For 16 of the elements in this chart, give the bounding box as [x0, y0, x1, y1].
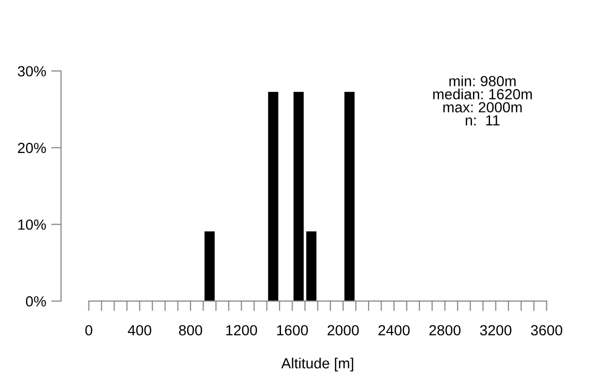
x-axis-title: Altitude [m]	[281, 358, 354, 372]
x-tick-label: 2400	[378, 325, 410, 336]
x-tick-label: 3600	[530, 325, 562, 336]
x-tick-label: 1200	[226, 325, 258, 336]
x-tick-label: 3200	[480, 325, 512, 336]
y-tick-label: 30%	[18, 66, 46, 76]
annotation: min: 980m median: 1620m max: 2000m n: 11	[433, 76, 532, 126]
x-tick-label: 0	[85, 325, 92, 336]
x-tick-label: 1600	[277, 325, 308, 336]
y-tick-label: 0%	[26, 296, 46, 307]
x-tick-label: 2800	[429, 325, 461, 336]
y-tick-label: 10%	[18, 219, 46, 230]
x-tick-label: 800	[179, 325, 202, 336]
y-tick-label: 20%	[18, 142, 46, 154]
x-tick-label: 400	[128, 325, 152, 336]
x-tick-label: 2000	[328, 325, 359, 336]
